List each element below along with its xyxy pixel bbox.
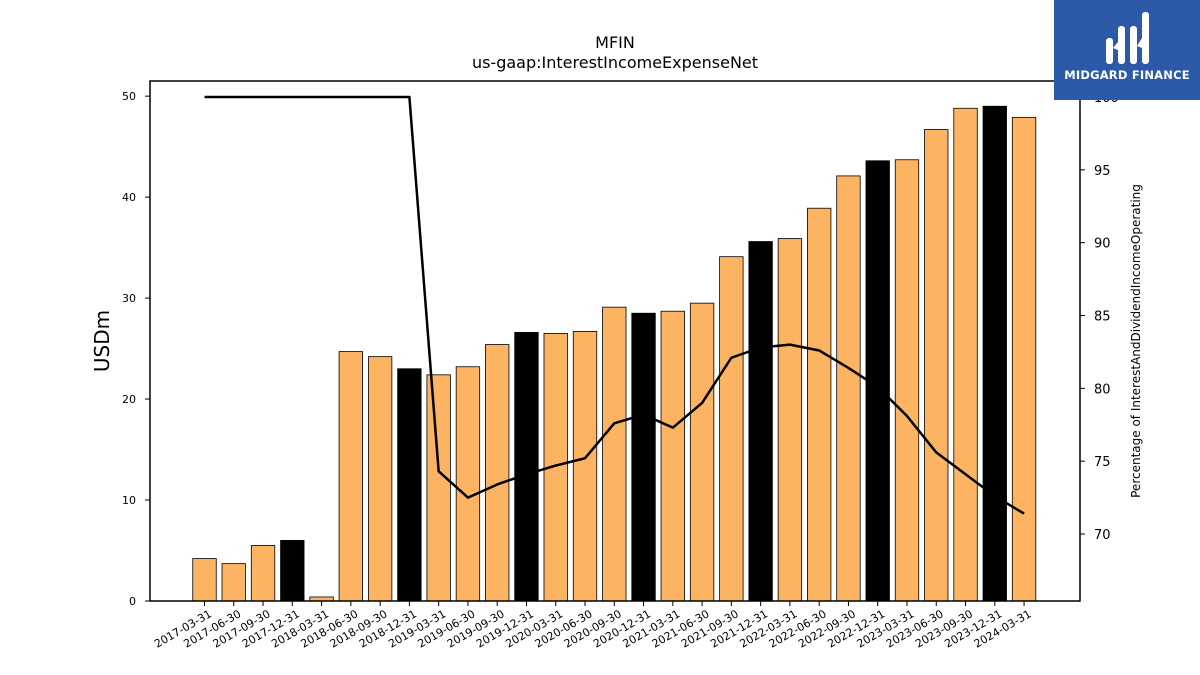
bar-2019-06-30	[455, 366, 481, 602]
y-tick-label: 0	[129, 595, 136, 608]
bar-2018-06-30	[338, 351, 364, 602]
bar-2021-06-30	[689, 302, 715, 602]
bar-2023-03-31	[894, 159, 920, 602]
percentage-line-series	[204, 95, 1025, 515]
bar-2018-12-31	[397, 368, 422, 602]
bar-2017-03-31	[192, 558, 217, 602]
bar-2019-12-31	[514, 332, 539, 602]
bar-2017-06-30	[221, 563, 246, 602]
bar-2020-06-30	[572, 331, 598, 602]
bar-2021-12-31	[748, 241, 773, 602]
bar-2023-09-30	[953, 107, 978, 602]
bar-2022-03-31	[777, 238, 803, 602]
bar-2024-03-31	[1011, 116, 1037, 602]
bar-2023-06-30	[924, 129, 949, 602]
y-tick-label: 30	[122, 292, 136, 305]
y2-tick-label: 75	[1094, 455, 1111, 470]
y-axis-label: USDm	[90, 310, 114, 372]
logo-text: MIDGARD FINANCE	[1064, 68, 1190, 82]
y2-tick-label: 70	[1094, 528, 1111, 543]
bar-2019-03-31	[426, 374, 451, 602]
bar-2019-09-30	[485, 344, 510, 602]
y-tick-label: 20	[122, 393, 136, 406]
bar-2020-09-30	[602, 306, 627, 602]
y2-tick-label: 80	[1094, 382, 1111, 397]
bar-2023-12-31	[982, 105, 1007, 602]
bar-2017-12-31	[280, 540, 305, 602]
brand-logo: MIDGARD FINANCE	[1054, 0, 1200, 100]
midgard-logo-icon	[1106, 12, 1149, 64]
y2-tick-label: 85	[1094, 310, 1111, 325]
y2-axis-label: Percentage of InterestAndDividendIncomeO…	[1129, 184, 1143, 498]
y-tick-label: 10	[122, 494, 136, 507]
chart-subtitle: us-gaap:InterestIncomeExpenseNet	[472, 53, 758, 72]
y2-tick-label: 95	[1094, 164, 1111, 179]
y2-tick-label: 90	[1094, 237, 1111, 252]
y-tick-label: 50	[122, 90, 136, 103]
chart-title: MFIN	[595, 33, 635, 52]
bar-2017-09-30	[250, 545, 276, 602]
bar-2018-09-30	[367, 356, 393, 602]
percentage-line	[204, 95, 1025, 515]
bar-2021-09-30	[719, 256, 744, 602]
bar-2021-03-31	[660, 310, 685, 602]
y-tick-label: 40	[122, 191, 136, 204]
bar-2022-06-30	[807, 207, 832, 602]
bar-2022-09-30	[836, 175, 861, 602]
bar-2020-12-31	[631, 312, 656, 602]
plot-frame	[149, 80, 1081, 602]
bar-series	[192, 105, 1037, 602]
